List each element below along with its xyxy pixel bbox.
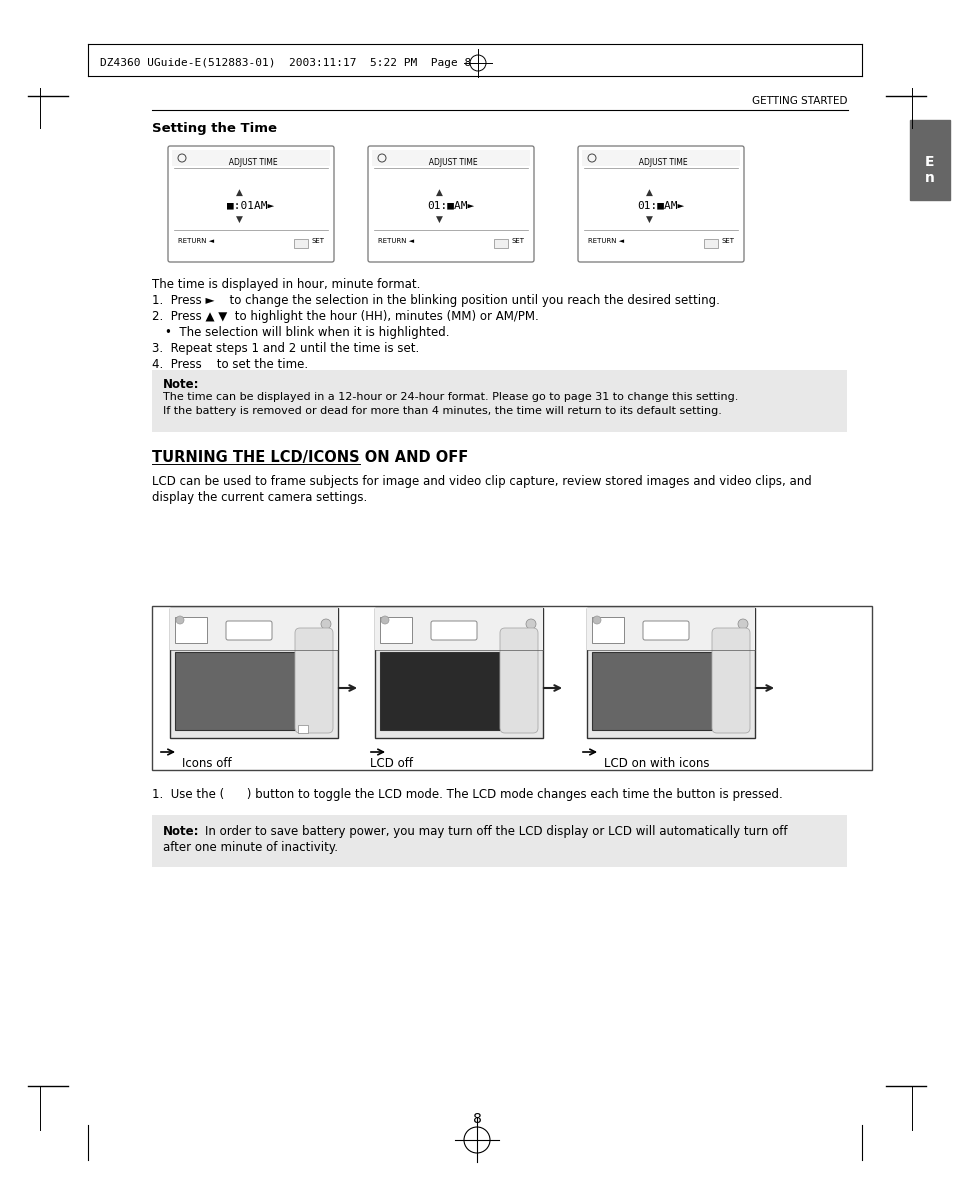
Text: SET: SET: [721, 239, 734, 244]
Bar: [379, 616, 412, 642]
Bar: [174, 616, 207, 642]
Text: TURNING THE LCD/ICONS ON AND OFF: TURNING THE LCD/ICONS ON AND OFF: [152, 450, 468, 465]
Text: RETURN ◄: RETURN ◄: [178, 239, 213, 244]
Bar: [172, 150, 330, 167]
Text: SET: SET: [312, 239, 325, 244]
Text: ■:01AM►: ■:01AM►: [227, 200, 274, 210]
Bar: [592, 616, 623, 642]
Circle shape: [525, 619, 536, 629]
Bar: [703, 239, 718, 248]
Text: RETURN ◄: RETURN ◄: [587, 239, 623, 244]
FancyBboxPatch shape: [431, 621, 476, 640]
Text: 4.  Press    to set the time.: 4. Press to set the time.: [152, 358, 308, 371]
Circle shape: [320, 619, 331, 629]
Text: 2.  Press ▲ ▼  to highlight the hour (HH), minutes (MM) or AM/PM.: 2. Press ▲ ▼ to highlight the hour (HH),…: [152, 309, 538, 322]
Text: Note:: Note:: [163, 378, 199, 391]
Text: ADJUST TIME: ADJUST TIME: [424, 158, 477, 167]
Text: Setting the Time: Setting the Time: [152, 122, 276, 135]
Text: ▼: ▼: [436, 215, 442, 224]
Text: 01:■AM►: 01:■AM►: [427, 200, 475, 210]
Bar: [586, 608, 754, 650]
Bar: [494, 239, 507, 248]
Text: The time is displayed in hour, minute format.: The time is displayed in hour, minute fo…: [152, 278, 420, 291]
Bar: [375, 608, 542, 650]
Bar: [152, 606, 871, 770]
Bar: [581, 150, 740, 167]
Text: In order to save battery power, you may turn off the LCD display or LCD will aut: In order to save battery power, you may …: [205, 826, 786, 839]
Circle shape: [738, 619, 747, 629]
Text: ▼: ▼: [645, 215, 652, 224]
Text: Icons off: Icons off: [182, 757, 232, 770]
FancyBboxPatch shape: [711, 628, 749, 733]
Text: ▼: ▼: [235, 215, 242, 224]
Text: SET: SET: [512, 239, 524, 244]
Text: ▲: ▲: [436, 188, 442, 197]
Bar: [375, 608, 542, 738]
FancyBboxPatch shape: [368, 146, 534, 262]
Bar: [152, 370, 846, 432]
Circle shape: [380, 616, 389, 624]
Bar: [170, 608, 337, 650]
Text: ADJUST TIME: ADJUST TIME: [634, 158, 687, 167]
Text: The time can be displayed in a 12-hour or 24-hour format. Please go to page 31 t: The time can be displayed in a 12-hour o…: [163, 392, 738, 402]
Text: GETTING STARTED: GETTING STARTED: [752, 96, 847, 106]
Text: •  The selection will blink when it is highlighted.: • The selection will blink when it is hi…: [165, 326, 449, 339]
Text: ▲: ▲: [645, 188, 652, 197]
Bar: [294, 239, 308, 248]
Text: LCD on with icons: LCD on with icons: [603, 757, 709, 770]
FancyBboxPatch shape: [226, 621, 272, 640]
Text: LCD off: LCD off: [370, 757, 413, 770]
Text: LCD can be used to frame subjects for image and video clip capture, review store: LCD can be used to frame subjects for im…: [152, 475, 811, 488]
Text: ▲: ▲: [235, 188, 242, 197]
Bar: [174, 652, 294, 730]
Text: E: E: [924, 155, 934, 169]
Circle shape: [593, 616, 600, 624]
FancyBboxPatch shape: [294, 628, 333, 733]
Bar: [372, 150, 530, 167]
Text: RETURN ◄: RETURN ◄: [377, 239, 414, 244]
FancyBboxPatch shape: [499, 628, 537, 733]
Text: after one minute of inactivity.: after one minute of inactivity.: [163, 841, 337, 854]
Text: 01:■AM►: 01:■AM►: [637, 200, 684, 210]
FancyBboxPatch shape: [168, 146, 334, 262]
Bar: [379, 652, 499, 730]
Circle shape: [175, 616, 184, 624]
Text: n: n: [924, 171, 934, 185]
Text: Note:: Note:: [163, 826, 199, 839]
FancyBboxPatch shape: [642, 621, 688, 640]
Text: If the battery is removed or dead for more than 4 minutes, the time will return : If the battery is removed or dead for mo…: [163, 406, 721, 416]
Bar: [170, 608, 337, 738]
Text: 8: 8: [472, 1113, 481, 1125]
Bar: [152, 815, 846, 867]
Bar: [586, 608, 754, 738]
Text: 1.  Press ►    to change the selection in the blinking position until you reach : 1. Press ► to change the selection in th…: [152, 294, 720, 307]
Bar: [909, 120, 949, 200]
Text: ADJUST TIME: ADJUST TIME: [224, 158, 277, 167]
Text: display the current camera settings.: display the current camera settings.: [152, 491, 367, 504]
Text: 1.  Use the (      ) button to toggle the LCD mode. The LCD mode changes each ti: 1. Use the ( ) button to toggle the LCD …: [152, 788, 781, 801]
Bar: [592, 652, 711, 730]
Text: DZ4360 UGuide-E(512883-01)  2003:11:17  5:22 PM  Page 8: DZ4360 UGuide-E(512883-01) 2003:11:17 5:…: [100, 58, 471, 68]
Bar: [297, 725, 308, 733]
Text: 3.  Repeat steps 1 and 2 until the time is set.: 3. Repeat steps 1 and 2 until the time i…: [152, 342, 418, 355]
FancyBboxPatch shape: [578, 146, 743, 262]
